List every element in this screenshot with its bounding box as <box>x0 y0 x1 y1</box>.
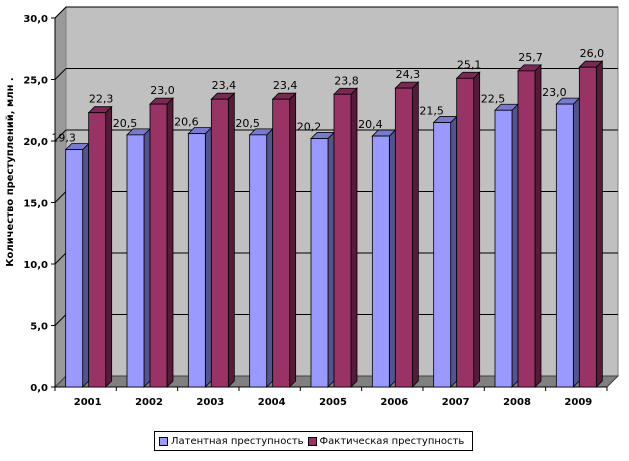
bar-latent <box>432 115 458 388</box>
data-label-latent: 20,2 <box>297 121 322 134</box>
bar-latent <box>494 103 519 388</box>
bar-actual <box>333 87 358 388</box>
data-label-latent: 22,5 <box>481 92 506 105</box>
gridline <box>54 252 67 265</box>
data-label-latent: 20,6 <box>174 116 199 129</box>
bar-actual <box>578 60 604 388</box>
gridline <box>54 314 67 326</box>
bars <box>64 60 604 388</box>
y-tick-label: 15,0 <box>23 199 48 210</box>
y-tick-label: 30,0 <box>23 14 48 25</box>
x-tick-label: 2003 <box>196 397 224 408</box>
data-label-latent: 23,0 <box>542 86 567 99</box>
bar-actual <box>517 63 542 388</box>
data-label-latent: 21,5 <box>419 105 444 118</box>
bar-latent <box>64 142 90 388</box>
x-tick-label: 2006 <box>380 397 408 408</box>
bar-latent <box>310 131 335 388</box>
bar-latent <box>126 127 151 388</box>
data-label-actual: 25,7 <box>518 51 543 64</box>
data-label-actual: 23,8 <box>334 74 359 87</box>
data-label-actual: 22,3 <box>89 93 114 106</box>
data-label-actual: 24,3 <box>396 68 421 81</box>
y-axis-label: Количество преступлений, млн . <box>5 77 16 266</box>
data-label-actual: 25,1 <box>457 58 482 71</box>
x-tick-label: 2001 <box>74 397 102 408</box>
data-labels: 19,3 22,3 20,5 23,0 20,6 23,4 20,5 23,4 20,2 23,8… <box>51 47 604 144</box>
x-tick-label: 2009 <box>564 397 592 408</box>
data-label-latent: 20,4 <box>358 118 383 131</box>
legend-swatch-latent <box>159 436 168 446</box>
data-label-actual: 23,0 <box>150 84 175 97</box>
bar-actual <box>87 105 113 388</box>
legend-label-latent: Латентная преступность <box>171 435 304 447</box>
y-tick-label: 20,0 <box>23 137 48 148</box>
x-tick-label: 2008 <box>503 397 531 408</box>
bar-actual <box>455 71 481 388</box>
bar-latent <box>187 126 213 388</box>
x-tick-label: 2005 <box>319 397 347 408</box>
x-tick-label: 2007 <box>442 397 470 408</box>
legend-label-actual: Фактическая преступность <box>319 435 465 447</box>
data-label-actual: 23,4 <box>273 79 298 92</box>
y-tick-label: 10,0 <box>23 260 48 271</box>
bar-latent <box>371 129 397 388</box>
data-label-actual: 26,0 <box>580 47 605 60</box>
data-label-latent: 19,3 <box>51 132 76 145</box>
gridline <box>54 68 67 80</box>
data-label-latent: 20,5 <box>235 117 260 130</box>
bar-latent <box>555 97 581 388</box>
y-tick-label: 0,0 <box>30 383 48 394</box>
gridline <box>54 6 67 19</box>
legend-item-actual: Фактическая преступность <box>307 435 465 447</box>
legend-swatch-actual <box>307 436 317 446</box>
gridline <box>54 129 67 142</box>
gridline <box>54 191 67 203</box>
data-label-actual: 23,4 <box>212 79 237 92</box>
legend: Латентная преступность Фактическая прест… <box>154 431 474 451</box>
bar-actual <box>210 92 236 388</box>
data-label-latent: 20,5 <box>113 117 138 130</box>
x-tick-label: 2004 <box>258 397 286 408</box>
bar-latent <box>248 127 274 388</box>
y-tick-label: 5,0 <box>30 322 48 333</box>
bar-actual <box>271 92 297 388</box>
bar-actual <box>149 97 174 388</box>
legend-item-latent: Латентная преступность <box>159 436 304 447</box>
x-tick-label: 2002 <box>135 397 163 408</box>
x-axis-ticks: 2001 2002 2003 2004 2005 2006 2007 2008 2009 <box>54 387 608 408</box>
bar-actual <box>394 81 420 388</box>
y-axis-ticks: 0,0 5,0 10,0 15,0 20,0 25,0 30,0 <box>23 14 55 394</box>
y-tick-label: 25,0 <box>23 76 48 87</box>
